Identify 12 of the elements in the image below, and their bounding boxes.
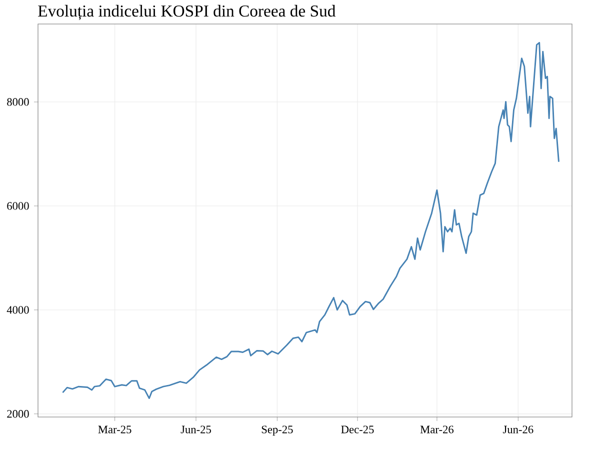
chart-title: Evoluția indicelui KOSPI din Coreea de Sud: [38, 4, 336, 20]
x-tick-label: Dec-25: [341, 426, 374, 434]
x-tick-label: Mar-25: [98, 426, 132, 434]
y-tick-label: 4000: [6, 306, 29, 314]
y-tick-label: 2000: [7, 410, 29, 418]
y-tick-label: 6000: [7, 202, 29, 210]
x-tick-label: Sep-25: [262, 426, 293, 436]
x-tick-label: Jun-25: [180, 426, 211, 434]
x-tick-label: Jun-26: [502, 426, 534, 434]
y-tick-label: 8000: [7, 98, 29, 106]
x-tick-label: Mar-26: [420, 426, 454, 434]
line-series: [62, 42, 560, 400]
